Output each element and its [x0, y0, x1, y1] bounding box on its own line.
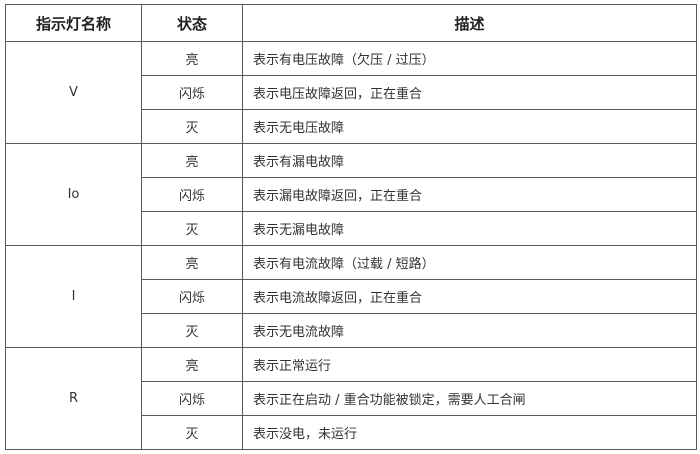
state-cell: 亮 [141, 245, 243, 280]
state-cell: 闪烁 [141, 75, 243, 110]
state-cell: 亮 [141, 41, 243, 76]
indicator-name-cell: Io [5, 143, 142, 246]
table-row: 闪烁 表示电压故障返回，正在重合 [6, 75, 697, 110]
table-row: 灭表示无电压故障 [6, 109, 697, 144]
state-cell: 亮 [141, 143, 243, 178]
description-cell: 表示正在启动 / 重合功能被锁定，需要人工合闸 [242, 381, 697, 416]
state-cell: 灭 [141, 211, 243, 246]
state-cell: 灭 [141, 109, 243, 144]
state-cell: 闪烁 [141, 279, 243, 314]
table-row: 灭表示无电流故障 [6, 313, 697, 348]
table-row: 闪烁 表示电流故障返回，正在重合 [6, 279, 697, 314]
state-cell: 灭 [141, 415, 243, 450]
table-row: 闪烁 表示漏电故障返回，正在重合 [6, 177, 697, 212]
description-cell: 表示无电流故障 [242, 313, 697, 348]
state-cell: 亮 [141, 347, 243, 382]
table-row: V 亮表示有电压故障（欠压 / 过压） [5, 41, 697, 144]
header-indicator-name: 指示灯名称 [5, 4, 142, 42]
header-state: 状态 [141, 4, 243, 42]
description-cell: 表示有电压故障（欠压 / 过压） [242, 41, 697, 76]
description-cell: 表示无电压故障 [242, 109, 697, 144]
table-row: 灭表示无漏电故障 [6, 211, 697, 246]
description-cell: 表示电流故障返回，正在重合 [242, 279, 697, 314]
indicator-name-cell: R [5, 347, 142, 450]
state-cell: 闪烁 [141, 381, 243, 416]
description-cell: 表示漏电故障返回，正在重合 [242, 177, 697, 212]
description-cell: 表示无漏电故障 [242, 211, 697, 246]
description-cell: 表示有电流故障（过载 / 短路） [242, 245, 697, 280]
description-cell: 表示没电，未运行 [242, 415, 697, 450]
table-row: I 亮表示有电流故障（过载 / 短路） [5, 245, 697, 348]
description-cell: 表示电压故障返回，正在重合 [242, 75, 697, 110]
indicator-table: 指示灯名称 状态 描述 V 亮表示有电压故障（欠压 / 过压） 闪烁 表示电压故障返回… [5, 4, 697, 450]
indicator-name-cell: V [5, 41, 142, 144]
table-row: Io 亮表示有漏电故障 [5, 143, 697, 246]
indicator-name-cell: I [5, 245, 142, 348]
table-row: 闪烁 表示正在启动 / 重合功能被锁定，需要人工合闸 [6, 381, 697, 416]
header-description: 描述 [242, 4, 697, 42]
state-cell: 闪烁 [141, 177, 243, 212]
header-row: 指示灯名称 状态 描述 [5, 4, 697, 42]
table-row: R 亮表示正常运行 [5, 347, 697, 450]
description-cell: 表示有漏电故障 [242, 143, 697, 178]
state-cell: 灭 [141, 313, 243, 348]
description-cell: 表示正常运行 [242, 347, 697, 382]
table-row: 灭表示没电，未运行 [6, 415, 697, 450]
